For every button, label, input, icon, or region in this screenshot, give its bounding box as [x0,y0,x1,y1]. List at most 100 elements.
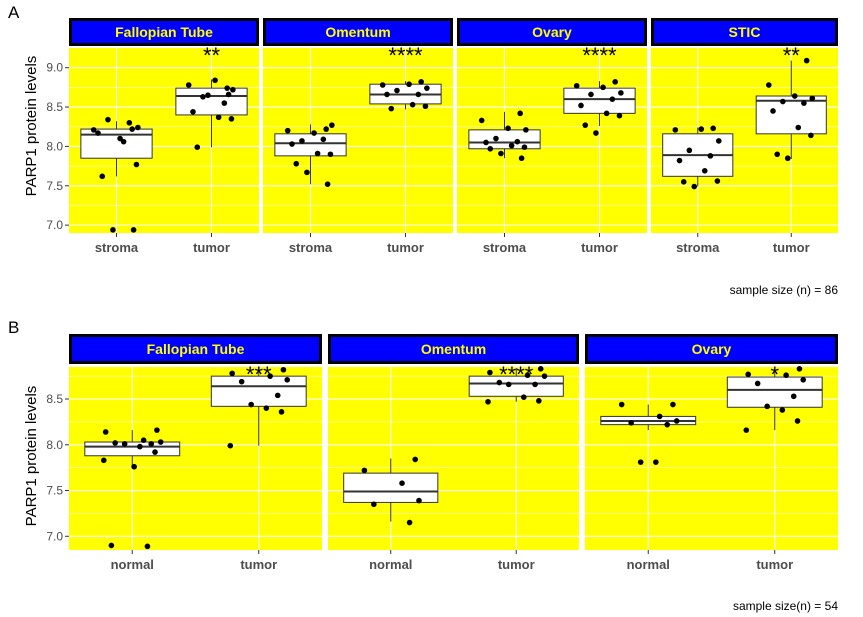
facet-title: STIC [729,24,761,40]
facet-fallopian-tube: Fallopian Tube ** stroma tumor [69,18,259,255]
box-tumor [755,95,827,135]
data-point [416,497,422,504]
y-tick-label: 7.0 [46,218,63,232]
data-point [653,459,659,465]
data-point [418,79,424,85]
data-point [801,100,807,106]
facet-strip [651,18,838,46]
data-point [707,153,714,159]
data-point [215,114,222,121]
box-normal [343,472,439,503]
data-point [229,370,235,377]
data-point [120,138,127,145]
data-point [573,82,580,89]
x-tick-label: stroma [289,240,333,255]
data-point [274,392,281,399]
significance-marker: **** [582,43,617,68]
facet-strip [585,334,838,364]
box-normal [84,441,181,457]
data-point [323,126,329,132]
significance-marker: ** [203,43,221,68]
x-tick-label: tumor [193,240,230,255]
data-point [523,127,529,133]
data-point [90,127,97,133]
data-point [112,440,118,446]
facet-strip [328,334,579,364]
facet-fallopian-tube: Fallopian Tube*** normal tumor [69,334,322,572]
facet-title: Ovary [532,24,572,40]
significance-marker: *** [246,362,272,387]
x-tick-label: normal [111,557,154,572]
data-point [537,366,544,372]
significance-marker: * [770,362,779,387]
x-tick-label: tumor [498,557,535,572]
data-point [371,501,377,508]
data-point [795,124,802,131]
significance-marker: **** [388,43,423,68]
data-point [672,127,679,133]
data-point [415,91,422,98]
x-tick-label: stroma [95,240,139,255]
data-point [361,467,368,474]
data-point [137,443,143,450]
data-point [532,381,538,388]
data-point [121,441,128,447]
y-axis-label: PARP1 protein levels [23,386,40,527]
data-point [293,160,300,167]
data-point [487,369,493,376]
data-point [263,405,270,411]
y-axis-label: PARP1 protein levels [23,56,40,197]
x-tick-label: normal [627,557,670,572]
data-point [324,181,331,187]
data-point [284,377,291,383]
data-point [808,132,814,139]
data-point [691,183,698,190]
data-point [520,394,527,400]
panel-letter-A: A [8,3,20,22]
data-point [609,96,616,102]
data-point [157,439,164,445]
x-tick-label: tumor [387,240,424,255]
box-tumor [210,375,307,407]
data-point [743,427,750,433]
box-tumor [726,376,823,408]
data-point [280,366,287,373]
panel-letter-B: B [8,318,19,337]
data-point [616,112,623,119]
data-point [536,398,542,404]
data-point [774,151,781,158]
significance-marker: **** [499,362,534,387]
data-point [399,480,405,487]
data-point [618,90,624,96]
data-point [152,449,158,455]
data-point [578,102,584,109]
data-point [424,85,430,91]
sample-size-caption: sample size(n) = 54 [733,599,838,613]
data-point [521,144,528,150]
y-tick-label: 8.5 [46,392,63,406]
data-point [102,429,109,435]
facet-strip [69,334,322,364]
box-tumor [175,87,248,116]
data-point [129,126,135,132]
data-point [99,173,106,180]
data-point [686,147,693,154]
data-point [278,409,285,415]
data-point [603,110,610,117]
data-point [505,381,512,388]
data-point [311,130,317,136]
data-point [190,108,196,115]
data-point [110,227,116,233]
data-point [600,84,606,91]
data-point [637,459,644,465]
data-point [394,87,400,94]
data-point [478,117,485,124]
facet-ovary: Ovary **** stroma tumor [457,18,647,255]
data-point [496,379,503,386]
data-point [673,418,680,424]
data-point [388,105,395,112]
data-point [200,94,206,100]
data-point [412,456,419,463]
data-point [284,127,291,134]
data-point [698,126,705,132]
